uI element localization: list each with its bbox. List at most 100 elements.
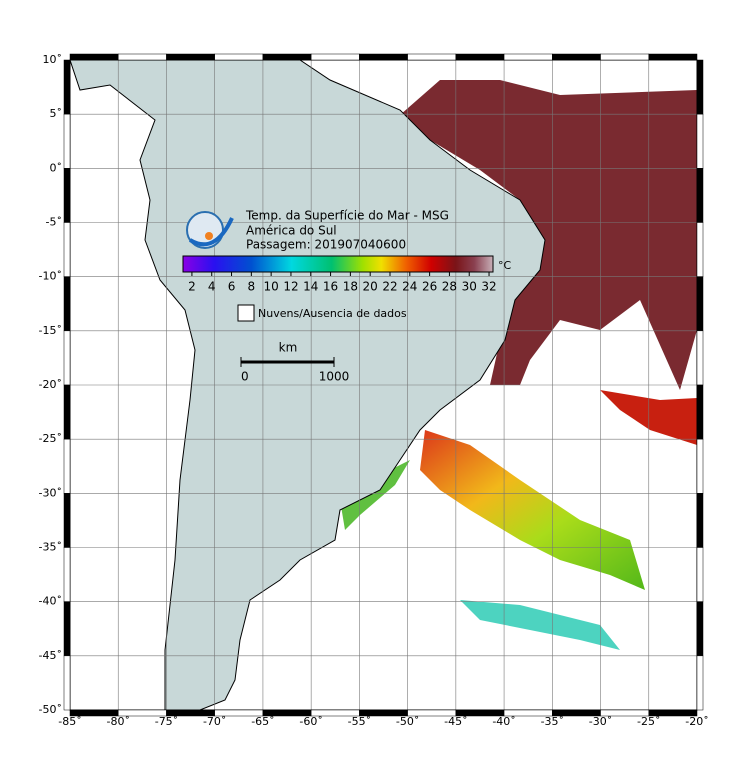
x-tick-label: -35˚ bbox=[541, 715, 564, 728]
sst-south bbox=[420, 430, 645, 590]
border-segment bbox=[310, 53, 360, 61]
colorbar-tick-label: 16 bbox=[323, 280, 338, 294]
colorbar-tick-label: 2 bbox=[188, 280, 196, 294]
x-tick-label: -60˚ bbox=[299, 715, 322, 728]
border-segment bbox=[63, 113, 71, 169]
sst-coast bbox=[340, 460, 410, 530]
border-segment bbox=[63, 438, 71, 494]
border-segment bbox=[63, 655, 71, 711]
border-segment bbox=[455, 53, 505, 61]
legend: Temp. da Superfície do Mar - MSG América… bbox=[182, 209, 512, 364]
border-segment bbox=[696, 59, 704, 115]
nodata-label: Nuvens/Ausencia de dados bbox=[258, 307, 407, 320]
y-tick-label: -40˚ bbox=[39, 595, 62, 608]
x-tick-label: -45˚ bbox=[444, 715, 467, 728]
border-segment bbox=[696, 384, 704, 440]
border-segment bbox=[648, 709, 698, 717]
border-segment bbox=[648, 53, 698, 61]
colorbar-tick-label: 20 bbox=[363, 280, 378, 294]
y-tick-label: -20˚ bbox=[39, 378, 62, 391]
y-tick-label: 5˚ bbox=[50, 107, 63, 120]
border-segment bbox=[359, 53, 408, 61]
border-segment bbox=[69, 53, 119, 61]
colorbar-tick-label: 24 bbox=[402, 280, 417, 294]
colorbar-tick-label: 22 bbox=[382, 280, 397, 294]
x-tick-label: -25˚ bbox=[637, 715, 660, 728]
border-segment bbox=[63, 547, 71, 602]
border-segment bbox=[63, 601, 71, 657]
x-tick-label: -65˚ bbox=[251, 715, 274, 728]
border-segment bbox=[696, 168, 704, 223]
legend-pass: Passagem: 201907040600 bbox=[246, 238, 406, 252]
x-tick-label: -20˚ bbox=[685, 715, 708, 728]
x-tick-label: -80˚ bbox=[106, 715, 129, 728]
colorbar-tick-label: 30 bbox=[462, 280, 477, 294]
colorbar-tick-label: 10 bbox=[264, 280, 279, 294]
y-tick-label: 10˚ bbox=[43, 53, 63, 66]
colorbar-tick-label: 26 bbox=[422, 280, 437, 294]
colorbar-tick-label: 4 bbox=[208, 280, 216, 294]
scale-unit: km bbox=[279, 341, 298, 355]
border-segment bbox=[696, 276, 704, 332]
frame-border bbox=[63, 53, 704, 717]
border-segment bbox=[63, 276, 71, 332]
border-segment bbox=[63, 222, 71, 277]
border-segment bbox=[407, 53, 457, 61]
map-body bbox=[70, 60, 697, 710]
colorbar-tick-label: 32 bbox=[481, 280, 496, 294]
colorbar-tick-label: 6 bbox=[228, 280, 236, 294]
x-tick-label: -55˚ bbox=[348, 715, 371, 728]
border-segment bbox=[63, 330, 71, 386]
border-segment bbox=[63, 493, 71, 548]
x-tick-label: -40˚ bbox=[492, 715, 515, 728]
border-segment bbox=[696, 113, 704, 169]
x-tick-label: -30˚ bbox=[589, 715, 612, 728]
y-tick-label: -25˚ bbox=[39, 432, 62, 445]
y-tick-label: -45˚ bbox=[39, 649, 62, 662]
logo-dot bbox=[205, 232, 213, 240]
y-tick-label: -50˚ bbox=[39, 703, 62, 716]
border-segment bbox=[117, 53, 167, 61]
border-segment bbox=[600, 53, 650, 61]
border-segment bbox=[503, 53, 553, 61]
y-tick-label: 0˚ bbox=[50, 161, 63, 174]
legend-subtitle: América do Sul bbox=[246, 224, 337, 238]
border-segment bbox=[696, 330, 704, 386]
y-tick-label: -10˚ bbox=[39, 270, 62, 283]
y-tick-label: -5˚ bbox=[46, 216, 62, 229]
border-segment bbox=[696, 547, 704, 602]
x-tick-label: -70˚ bbox=[203, 715, 226, 728]
border-segment bbox=[696, 438, 704, 494]
colorbar-unit: °C bbox=[498, 259, 512, 272]
border-segment bbox=[262, 53, 312, 61]
colorbar-tick-label: 28 bbox=[442, 280, 457, 294]
border-segment bbox=[214, 53, 264, 61]
colorbar-tick-label: 8 bbox=[248, 280, 256, 294]
border-segment bbox=[696, 655, 704, 711]
y-tick-label: -35˚ bbox=[39, 541, 62, 554]
x-tick-label: -75˚ bbox=[155, 715, 178, 728]
border-segment bbox=[552, 53, 601, 61]
border-segment bbox=[696, 493, 704, 548]
border-segment bbox=[63, 168, 71, 223]
colorbar bbox=[182, 255, 494, 273]
grid bbox=[70, 60, 697, 710]
colorbar-tick-label: 14 bbox=[303, 280, 318, 294]
colorbar-tick-label: 18 bbox=[343, 280, 358, 294]
sst-cool bbox=[460, 600, 620, 650]
border-segment bbox=[696, 601, 704, 657]
border-segment bbox=[166, 53, 215, 61]
legend-title: Temp. da Superfície do Mar - MSG bbox=[245, 209, 449, 223]
nodata-swatch bbox=[237, 304, 255, 322]
x-tick-label: -50˚ bbox=[396, 715, 419, 728]
scale-tick-label: 0 bbox=[241, 370, 249, 384]
logo-arc bbox=[188, 217, 234, 247]
border-segment bbox=[63, 384, 71, 440]
colorbar-tick-label: 12 bbox=[283, 280, 298, 294]
border-segment bbox=[696, 222, 704, 277]
y-tick-label: -15˚ bbox=[39, 324, 62, 337]
x-tick-label: -85˚ bbox=[58, 715, 81, 728]
scale-tick-label: 1000 bbox=[319, 370, 350, 384]
border-segment bbox=[63, 59, 71, 115]
